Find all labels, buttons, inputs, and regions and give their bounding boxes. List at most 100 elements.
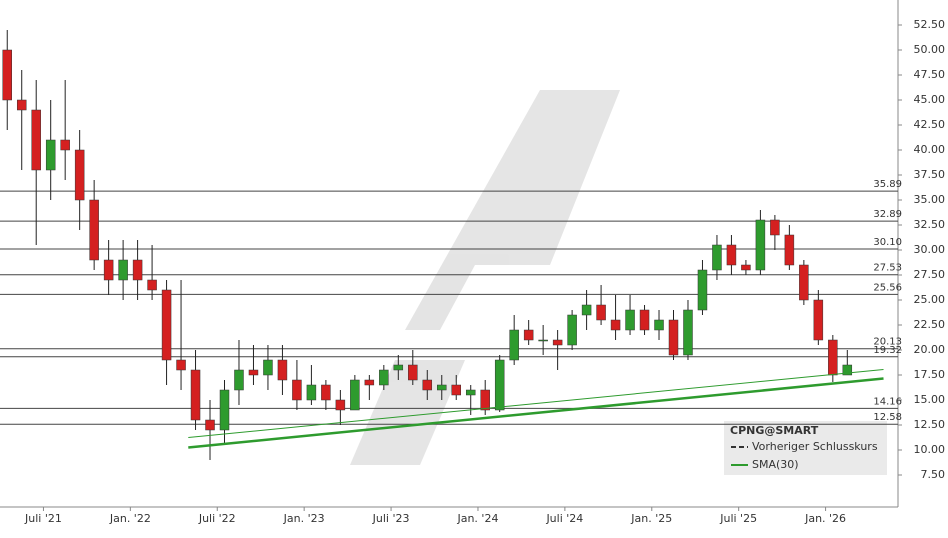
y-tick-label: 15.00 xyxy=(914,393,946,406)
level-label: 35.89 xyxy=(873,179,902,190)
candle-body xyxy=(480,389,490,411)
legend-box xyxy=(724,421,887,475)
candle-body xyxy=(263,359,273,376)
watermark-shape xyxy=(405,90,620,330)
y-tick-label: 25.00 xyxy=(914,293,946,306)
level-label: 30.10 xyxy=(873,237,902,248)
candle-body xyxy=(234,369,244,391)
y-tick-label: 10.00 xyxy=(914,443,946,456)
candle-body xyxy=(393,364,404,371)
candle-body xyxy=(176,359,186,371)
x-tick-label: Juli '24 xyxy=(545,512,583,525)
y-tick-label: 35.00 xyxy=(914,193,946,206)
y-tick-label: 52.50 xyxy=(914,18,946,31)
legend-title: CPNG@SMART xyxy=(730,424,819,437)
candle-body xyxy=(306,384,317,401)
candle-body xyxy=(292,379,302,401)
candle-body xyxy=(610,319,621,331)
y-tick-label: 42.50 xyxy=(914,118,946,131)
x-tick-label: Juli '23 xyxy=(372,512,410,525)
x-tick-label: Juli '21 xyxy=(24,512,62,525)
level-label: 20.13 xyxy=(873,337,902,348)
level-label: 12.58 xyxy=(873,412,902,423)
candle-body xyxy=(581,304,592,316)
candle-body xyxy=(219,389,230,431)
level-label: 25.56 xyxy=(873,282,902,293)
candle-body xyxy=(596,304,606,321)
candle-body xyxy=(118,259,128,281)
y-tick-label: 7.50 xyxy=(921,468,946,481)
y-tick-label: 17.50 xyxy=(914,368,946,381)
x-tick-label: Juli '25 xyxy=(719,512,757,525)
y-tick-label: 20.00 xyxy=(914,343,946,356)
candle-body xyxy=(60,139,70,151)
candle-body xyxy=(799,264,809,301)
x-tick-label: Juli '22 xyxy=(198,512,236,525)
level-label: 14.16 xyxy=(873,396,902,407)
candle-body xyxy=(451,384,461,396)
candle-body xyxy=(16,99,27,111)
candle-body xyxy=(784,234,795,266)
candle-body xyxy=(277,359,288,381)
legend-label: SMA(30) xyxy=(752,458,799,471)
candle-body xyxy=(103,259,114,281)
candle-body xyxy=(639,309,650,331)
candle-body xyxy=(538,339,548,342)
candle-body xyxy=(683,309,693,356)
candle-body xyxy=(437,384,447,391)
candle-body xyxy=(379,369,389,386)
trendline xyxy=(188,377,884,449)
candle-body xyxy=(248,369,259,376)
y-tick-label: 12.50 xyxy=(914,418,946,431)
level-label: 27.53 xyxy=(873,263,902,274)
candle-body xyxy=(364,379,375,386)
candle-body xyxy=(31,109,41,171)
candle-body xyxy=(828,339,838,376)
candle-body xyxy=(654,319,664,331)
x-tick-label: Jan. '23 xyxy=(283,512,325,525)
candle-body xyxy=(755,219,766,271)
x-tick-label: Jan. '26 xyxy=(804,512,846,525)
candle-body xyxy=(161,289,172,361)
x-tick-label: Jan. '24 xyxy=(456,512,498,525)
candle-body xyxy=(335,399,346,411)
candle-body xyxy=(74,149,85,201)
y-tick-label: 32.50 xyxy=(914,218,946,231)
y-tick-label: 40.00 xyxy=(914,143,946,156)
level-label: 19.32 xyxy=(873,345,902,356)
candle-body xyxy=(2,49,12,101)
candle-body xyxy=(132,259,143,281)
y-tick-label: 37.50 xyxy=(914,168,946,181)
y-tick-label: 47.50 xyxy=(914,68,946,81)
candle-body xyxy=(625,309,635,331)
candle-body xyxy=(523,329,534,341)
candle-body xyxy=(147,279,157,291)
watermark xyxy=(350,90,620,465)
candle-body xyxy=(190,369,201,421)
candle-body xyxy=(408,364,418,381)
candle-body xyxy=(842,364,853,376)
candle-body xyxy=(726,244,737,266)
candle-body xyxy=(567,314,577,346)
candle-body xyxy=(741,264,751,271)
y-tick-label: 27.50 xyxy=(914,268,946,281)
candle-body xyxy=(712,244,722,271)
candle-body xyxy=(668,319,679,356)
x-tick-label: Jan. '25 xyxy=(630,512,672,525)
candle-body xyxy=(45,139,56,171)
x-tick-label: Jan. '22 xyxy=(109,512,151,525)
candle-body xyxy=(350,379,360,411)
candle-body xyxy=(422,379,433,391)
y-tick-label: 45.00 xyxy=(914,93,946,106)
level-label: 32.89 xyxy=(873,209,902,220)
candle-body xyxy=(89,199,99,261)
trendline xyxy=(188,369,884,438)
legend-label: Vorheriger Schlusskurs xyxy=(752,440,878,453)
y-tick-label: 50.00 xyxy=(914,43,946,56)
y-tick-label: 30.00 xyxy=(914,243,946,256)
candle-body xyxy=(697,269,708,311)
candle-body xyxy=(552,339,563,346)
candle-body xyxy=(813,299,824,341)
